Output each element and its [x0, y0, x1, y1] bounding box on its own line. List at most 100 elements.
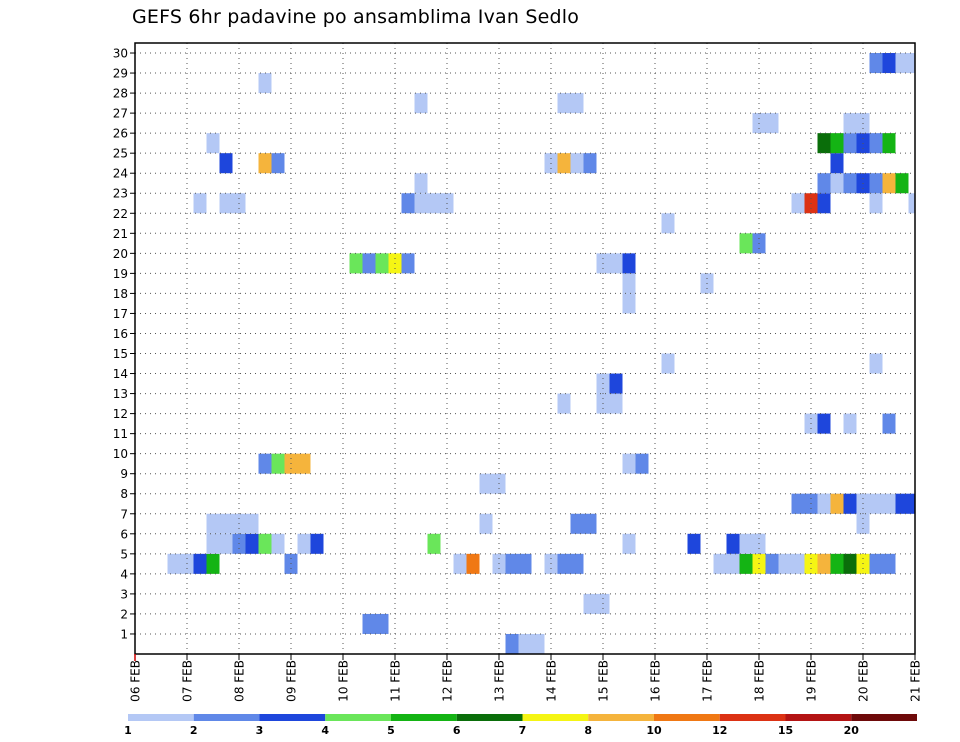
heatmap-cell [401, 253, 415, 274]
x-tick-label: 09 FEB [285, 660, 299, 702]
y-tick-label: 13 [113, 387, 128, 401]
heatmap-cell [297, 453, 311, 474]
heatmap-cell [713, 553, 727, 574]
x-tick-label: 14 FEB [545, 660, 559, 702]
heatmap-cell [427, 533, 441, 554]
colorbar-swatch [259, 714, 326, 721]
y-tick-label: 6 [120, 527, 128, 541]
heatmap-cell [570, 153, 584, 174]
heatmap-cell [843, 113, 857, 134]
heatmap-cell [167, 553, 181, 574]
heatmap-cell [635, 453, 649, 474]
y-tick-label: 18 [113, 287, 128, 301]
colorbar-label: 4 [321, 724, 329, 737]
heatmap-cell [726, 553, 740, 574]
x-tick-label: 06 FEB [129, 660, 143, 702]
y-tick-label: 16 [113, 327, 128, 341]
y-tick-label: 22 [113, 207, 128, 221]
heatmap-cell [830, 133, 844, 154]
colorbar-swatch [128, 714, 194, 721]
heatmap-cell [271, 153, 285, 174]
heatmap-cell [206, 513, 220, 534]
y-tick-label: 28 [113, 87, 128, 101]
colorbar-swatch [325, 714, 391, 721]
heatmap-cell [843, 553, 857, 574]
y-tick-label: 24 [113, 167, 128, 181]
y-tick-label: 19 [113, 267, 128, 281]
heatmap-cell [271, 533, 285, 554]
colorbar-label: 15 [778, 724, 793, 737]
heatmap-cell [739, 553, 753, 574]
heatmap-cell [869, 173, 883, 194]
heatmap-cell [895, 53, 909, 74]
y-tick-label: 8 [120, 487, 128, 501]
y-tick-label: 7 [120, 507, 128, 521]
heatmap-cell [765, 113, 779, 134]
x-tick-label: 12 FEB [441, 660, 455, 702]
heatmap-cell [882, 173, 896, 194]
heatmap-cell [739, 533, 753, 554]
heatmap-cell [778, 553, 792, 574]
heatmap-cell [583, 153, 597, 174]
x-tick-label: 21 FEB [909, 660, 923, 702]
x-tick-label: 07 FEB [181, 660, 195, 702]
y-tick-labels: 1234567891011121314151617181920212223242… [113, 47, 135, 641]
heatmap-cell [362, 613, 376, 634]
heatmap-cell [869, 353, 883, 374]
y-tick-label: 9 [120, 467, 128, 481]
colorbar-label: 6 [453, 724, 461, 737]
x-tick-label: 19 FEB [805, 660, 819, 702]
heatmap-cell [401, 193, 415, 214]
y-tick-label: 5 [120, 547, 128, 561]
heatmap-cell [882, 553, 896, 574]
heatmap-cell [557, 393, 571, 414]
x-tick-label: 11 FEB [389, 660, 403, 702]
x-tick-label: 16 FEB [649, 660, 663, 702]
heatmap-cell [661, 353, 675, 374]
heatmap-cell [505, 553, 519, 574]
heatmap-cell [453, 553, 467, 574]
y-tick-label: 30 [113, 47, 128, 61]
heatmap-cell [219, 193, 233, 214]
heatmap-cell [869, 493, 883, 514]
heatmap-cell [557, 153, 571, 174]
plot-frame [134, 42, 916, 655]
heatmap-cell [908, 193, 915, 214]
heatmap-cell [375, 613, 389, 634]
heatmap-cell [193, 553, 207, 574]
heatmap-cell [817, 413, 831, 434]
heatmap-cell [570, 513, 584, 534]
heatmap-cell [882, 413, 896, 434]
heatmap-cell [375, 253, 389, 274]
heatmap-cell [310, 533, 324, 554]
heatmap-cell [583, 513, 597, 534]
y-tick-label: 11 [113, 427, 128, 441]
heatmap-cell [219, 513, 233, 534]
x-tick-label: 13 FEB [493, 660, 507, 702]
heatmap-cell [557, 553, 571, 574]
heatmap-cell [739, 233, 753, 254]
heatmap-cell [414, 93, 428, 114]
heatmap-cell [895, 493, 909, 514]
heatmap-cell [622, 273, 636, 294]
heatmap-cell [895, 173, 909, 194]
heatmap-cell [843, 493, 857, 514]
heatmap-cell [791, 553, 805, 574]
y-tick-label: 12 [113, 407, 128, 421]
colorbar-swatch [785, 714, 852, 721]
heatmap-cell [362, 253, 376, 274]
colorbar-swatch [522, 714, 589, 721]
colorbar-swatch [588, 714, 654, 721]
y-tick-label: 20 [113, 247, 128, 261]
y-tick-label: 14 [113, 367, 128, 381]
heatmap-cell [869, 53, 883, 74]
heatmap-cell [570, 553, 584, 574]
colorbar-swatch [391, 714, 457, 721]
y-tick-label: 17 [113, 307, 128, 321]
colorbar: 1 2 3 4 5 6 7 8 10 12 15 20 [124, 714, 917, 737]
grid-lines [135, 43, 915, 654]
heatmap-cell [830, 153, 844, 174]
heatmap-cell [817, 553, 831, 574]
colorbar-label: 3 [256, 724, 264, 737]
